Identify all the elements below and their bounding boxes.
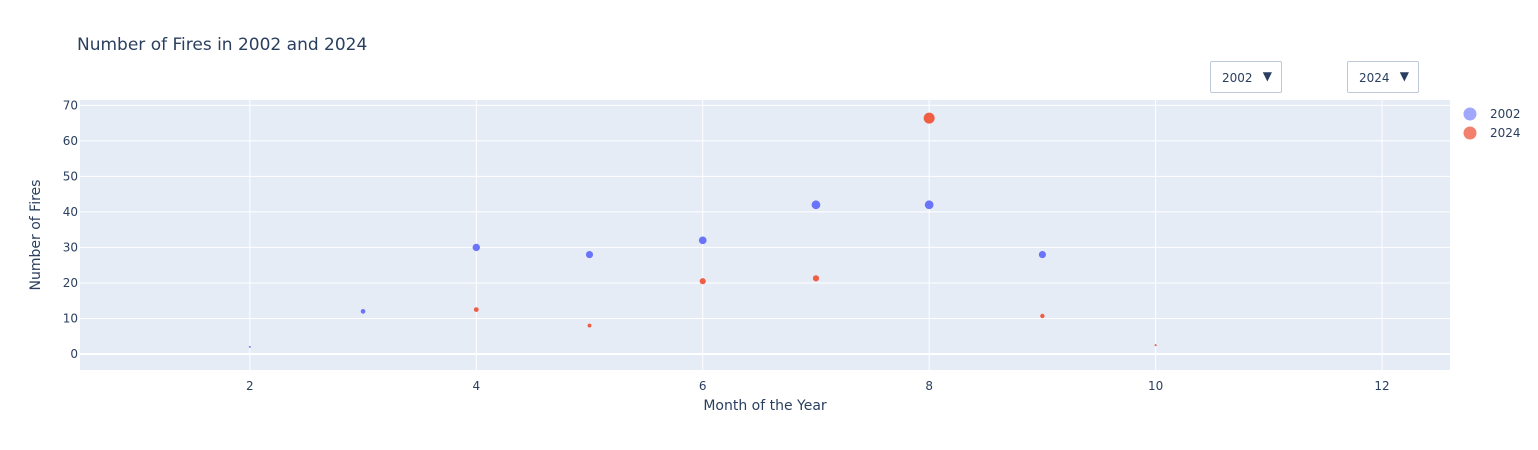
y-tick-label: 20	[63, 276, 78, 290]
y-tick-label: 70	[63, 98, 78, 112]
y-tick-label: 60	[63, 134, 78, 148]
x-tick-label: 2	[246, 379, 254, 393]
y-tick-label: 0	[70, 347, 78, 361]
legend-entry-2002: 2002	[1490, 107, 1521, 121]
x-tick-label: 12	[1374, 379, 1389, 393]
data-point-2002	[924, 200, 934, 210]
y-tick-label: 10	[63, 311, 78, 325]
data-point-2002	[811, 200, 821, 210]
x-axis-label: Month of the Year	[703, 398, 827, 414]
x-tick-label: 8	[925, 379, 933, 393]
data-points	[248, 112, 1157, 348]
chevron-down-icon: ▼	[1399, 69, 1409, 83]
dropdown-label: 2002	[1222, 71, 1253, 85]
chart-title: Number of Fires in 2002 and 2024	[77, 35, 367, 55]
legend-marker	[1463, 126, 1477, 140]
data-point-2024	[587, 323, 592, 328]
year-dropdown-2002[interactable]: 2002 ▼	[1210, 61, 1282, 93]
year-dropdown-2024[interactable]: 2024 ▼	[1347, 61, 1419, 93]
data-point-2024	[923, 112, 935, 124]
axis-ticks: 2 4 6 8 10 12 0 10 20 30 40 50 60 70	[63, 98, 1390, 393]
data-point-2002	[585, 250, 594, 259]
data-point-2002	[472, 243, 480, 252]
chevron-down-icon: ▼	[1262, 69, 1272, 83]
data-point-2002	[1038, 250, 1046, 259]
data-point-2024	[473, 307, 479, 312]
data-point-2024	[812, 275, 820, 282]
legend-marker	[1463, 107, 1477, 121]
data-point-2024	[1040, 313, 1045, 319]
data-point-2002	[360, 309, 366, 314]
y-axis-label: Number of Fires	[28, 180, 44, 291]
data-point-2024	[699, 278, 706, 285]
dropdown-label: 2024	[1359, 71, 1390, 85]
data-point-2002	[248, 345, 251, 348]
y-tick-label: 30	[63, 240, 78, 254]
legend: 2002 2024	[1463, 107, 1521, 140]
plot-background	[80, 100, 1450, 370]
x-tick-label: 6	[699, 379, 707, 393]
x-tick-label: 10	[1148, 379, 1163, 393]
x-tick-label: 4	[472, 379, 480, 393]
y-tick-label: 50	[63, 169, 78, 183]
grid-lines	[80, 100, 1450, 370]
legend-entry-2024: 2024	[1490, 126, 1521, 140]
y-tick-label: 40	[63, 205, 78, 219]
data-point-2024	[1154, 344, 1157, 347]
data-point-2002	[698, 236, 707, 245]
